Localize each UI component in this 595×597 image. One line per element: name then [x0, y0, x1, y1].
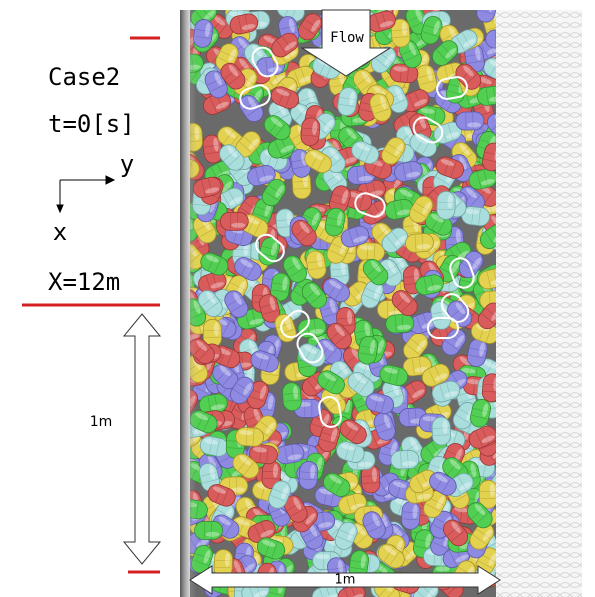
particle: [235, 427, 264, 447]
particle: [356, 242, 385, 262]
particle: [235, 427, 264, 447]
particle: [436, 567, 450, 572]
vertical-scale-label: 1m: [90, 414, 113, 430]
bed-shadow: [180, 10, 196, 597]
particle: [281, 0, 296, 10]
particle: [334, 0, 346, 9]
particle: [220, 212, 248, 230]
figure: Flow Case2 t=0[s] y x X=12m 1m 1m: [0, 0, 595, 597]
particle: [432, 417, 451, 446]
particle: [298, 461, 318, 490]
position-label: X=12m: [48, 268, 120, 296]
particle: [456, 112, 484, 130]
particle: [316, 554, 330, 559]
particle: [405, 233, 434, 253]
particle: [405, 233, 434, 253]
particle: [220, 212, 248, 230]
particle: [437, 191, 456, 220]
particle: [480, 3, 495, 7]
particle: [356, 242, 385, 262]
particle: [282, 382, 302, 411]
particle: [300, 117, 320, 146]
particle: [385, 314, 414, 334]
flow-label: Flow: [330, 30, 364, 46]
particle: [196, 0, 210, 8]
vertical-scale-arrow: [124, 314, 160, 564]
axes-icon: [57, 176, 114, 212]
particle: [385, 314, 414, 334]
particle: [401, 501, 421, 530]
particle: [288, 4, 303, 9]
axis-x-label: x: [53, 218, 67, 246]
particle: [401, 501, 421, 530]
particles: [169, 0, 516, 597]
particle: [298, 461, 318, 490]
particle: [300, 117, 320, 146]
wall-mesh: [496, 10, 582, 597]
horizontal-scale-label: 1m: [335, 573, 356, 588]
time-label: t=0[s]: [48, 110, 135, 138]
particle: [456, 112, 484, 130]
particle: [282, 382, 302, 411]
particle: [390, 450, 419, 469]
particle: [432, 417, 451, 446]
particle: [194, 521, 222, 539]
case-label: Case2: [48, 63, 120, 91]
particle: [390, 450, 419, 469]
particle: [231, 223, 245, 228]
particle: [196, 0, 206, 11]
axis-y-label: y: [120, 150, 134, 178]
particle: [437, 191, 456, 220]
particle: [194, 521, 222, 539]
